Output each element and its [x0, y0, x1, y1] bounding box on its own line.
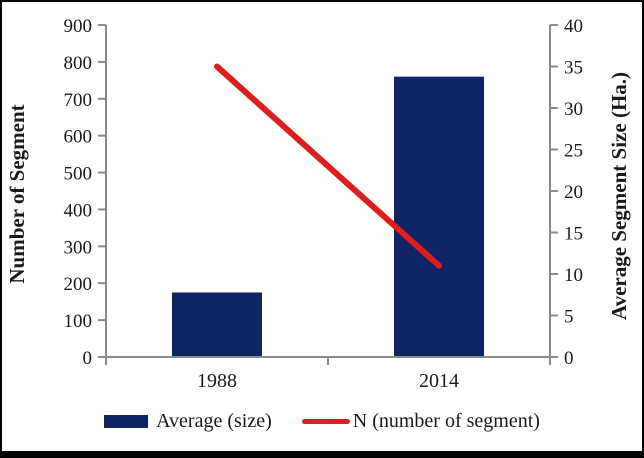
svg-text:40: 40 — [564, 16, 583, 37]
right-axis-title: Average Segment Size (Ha.) — [607, 72, 631, 320]
legend: Average (size) N (number of segment) — [2, 410, 642, 433]
legend-label-n-segment: N (number of segment) — [352, 410, 540, 432]
plot-area: 0 100 200 300 400 500 600 700 800 900 0 5 10 15 20 25 30… — [64, 16, 584, 369]
svg-text:35: 35 — [564, 58, 583, 79]
svg-text:15: 15 — [564, 224, 583, 245]
svg-text:20: 20 — [564, 182, 583, 203]
left-axis-title: Number of Segment — [5, 104, 29, 283]
combo-chart: 0 100 200 300 400 500 600 700 800 900 0 5 10 15 20 25 30… — [5, 16, 631, 392]
svg-text:600: 600 — [64, 127, 93, 148]
svg-text:0: 0 — [564, 348, 574, 369]
svg-text:100: 100 — [64, 311, 93, 332]
x-tick-label-2014: 2014 — [419, 370, 459, 392]
bar-swatch-icon — [104, 415, 149, 428]
line-swatch-icon — [301, 419, 350, 424]
svg-text:400: 400 — [64, 200, 93, 221]
svg-text:500: 500 — [64, 164, 93, 185]
svg-text:700: 700 — [64, 90, 93, 111]
svg-text:25: 25 — [564, 141, 583, 162]
legend-item-average-size: Average (size) — [104, 410, 272, 433]
svg-text:0: 0 — [83, 348, 93, 369]
legend-item-n-segment: N (number of segment) — [301, 410, 540, 433]
svg-text:5: 5 — [564, 307, 574, 328]
legend-label-average-size: Average (size) — [156, 410, 272, 432]
x-tick-label-1988: 1988 — [197, 370, 237, 392]
svg-text:800: 800 — [64, 53, 93, 74]
svg-text:300: 300 — [64, 237, 93, 258]
svg-text:200: 200 — [64, 274, 93, 295]
svg-text:30: 30 — [564, 99, 583, 120]
svg-text:10: 10 — [564, 265, 583, 286]
svg-text:900: 900 — [64, 16, 93, 37]
